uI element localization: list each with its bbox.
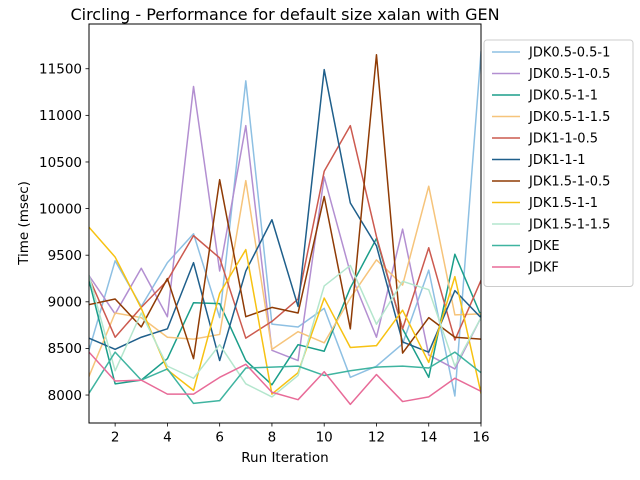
x-tick-label: 2 [111, 430, 120, 446]
legend-label: JDKF [528, 261, 559, 276]
series-line [89, 351, 481, 406]
legend-entry: JDK0.5-0.5-1 [492, 46, 610, 61]
series-JDK0.5-0.5-1 [89, 51, 481, 397]
legend-entry: JDK1.5-1-1 [492, 196, 598, 211]
y-tick-label: 8500 [48, 341, 82, 357]
x-tick-label: 12 [368, 430, 385, 446]
series-line [89, 351, 481, 405]
axes: 2 4 6 8 10 12 14 16 8000 8500 9000 9500 10000 10500 11… [39, 23, 490, 446]
x-tick-label: 16 [472, 430, 489, 446]
legend: JDK0.5-0.5-1 JDK0.5-1-0.5 JDK0.5-1-1 JDK0.5… [483, 39, 634, 287]
x-tick-label: 14 [420, 430, 437, 446]
series-JDKF [89, 351, 481, 406]
y-tick-label: 9500 [48, 248, 82, 264]
plot-area [89, 51, 481, 406]
x-tick-label: 10 [316, 430, 333, 446]
series-line [89, 68, 481, 362]
plot-frame [88, 23, 482, 424]
legend-entry: JDK0.5-1-1 [492, 89, 598, 104]
series-JDKE [89, 351, 481, 405]
legend-label: JDK1.5-1-1.5 [528, 218, 610, 233]
x-tick-label: 6 [215, 430, 224, 446]
y-tick-label: 10000 [39, 201, 82, 217]
y-axis-label: Time (msec) [16, 181, 32, 266]
series-JDK0.5-1-1.5 [89, 179, 481, 378]
y-tick-label: 11000 [39, 108, 82, 124]
legend-label: JDK1.5-1-0.5 [528, 175, 610, 190]
y-tick-label: 9000 [48, 295, 82, 311]
x-tick-label: 8 [268, 430, 277, 446]
chart-title: Circling - Performance for default size … [70, 5, 499, 24]
y-tick-label: 8000 [48, 388, 82, 404]
series-line [89, 51, 481, 397]
series-line [89, 237, 481, 386]
y-tick-label: 11500 [39, 62, 82, 78]
series-line [89, 85, 481, 370]
series-line [89, 179, 481, 378]
series-JDK0.5-1-0.5 [89, 85, 481, 370]
y-tick-label: 10500 [39, 155, 82, 171]
legend-label: JDK0.5-0.5-1 [528, 46, 610, 61]
legend-entry: JDK1-1-0.5 [492, 132, 598, 147]
legend-entry: JDKF [492, 261, 559, 276]
series-JDK1-1-1 [89, 68, 481, 362]
legend-entry: JDK0.5-1-0.5 [492, 67, 610, 82]
legend-label: JDK1-1-1 [528, 153, 586, 168]
legend-entry: JDKE [492, 239, 560, 254]
legend-label: JDK0.5-1-1 [528, 89, 598, 104]
legend-label: JDK1.5-1-1 [528, 196, 598, 211]
series-JDK0.5-1-1 [89, 237, 481, 386]
legend-label: JDK0.5-1-0.5 [528, 67, 610, 82]
x-tick-label: 4 [163, 430, 172, 446]
series-line [89, 264, 481, 398]
legend-label: JDK0.5-1-1.5 [528, 110, 610, 125]
legend-label: JDK1-1-0.5 [528, 132, 598, 147]
series-JDK1.5-1-1.5 [89, 264, 481, 398]
legend-entry: JDK1.5-1-0.5 [492, 175, 610, 190]
legend-entry: JDK0.5-1-1.5 [492, 110, 610, 125]
legend-label: JDKE [528, 239, 560, 254]
legend-entry: JDK1.5-1-1.5 [492, 218, 610, 233]
x-axis-label: Run Iteration [241, 450, 328, 466]
legend-frame [483, 39, 634, 287]
legend-entry: JDK1-1-1 [492, 153, 586, 168]
